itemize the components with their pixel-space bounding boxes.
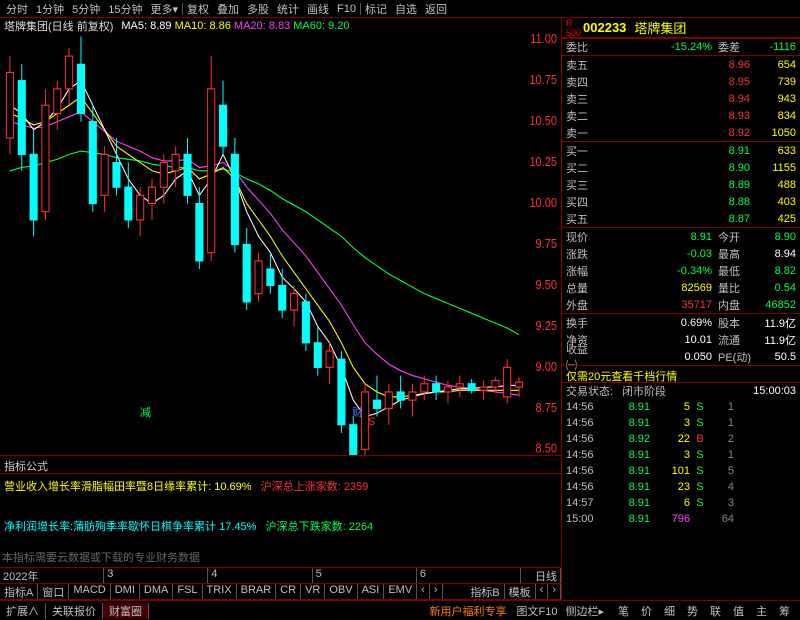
svg-text:9.75: 9.75 <box>536 237 558 251</box>
orderbook-row: 卖二8.93834 <box>562 107 800 124</box>
orderbook-row: 买五8.87425 <box>562 210 800 227</box>
indicator-tab[interactable]: ASI <box>358 584 385 599</box>
top-toolbar: 分时1分钟5分钟15分钟更多▾复权叠加多股统计画线F10标记自选返回 <box>0 0 800 18</box>
orderbook-row: 买四8.88403 <box>562 193 800 210</box>
toolbar-item[interactable]: 5分钟 <box>68 1 104 17</box>
toolbar-item[interactable]: 统计 <box>273 1 303 17</box>
orderbook-row: 卖三8.94943 <box>562 90 800 107</box>
indicator-tabs: 指标A窗口MACDDMIDMAFSLTRIXBRARCRVROBVASIEMV‹… <box>0 584 561 600</box>
commission-row: 委比-15.24% 委差-1116 <box>562 38 800 55</box>
tick-row: 14:568.9123S4 <box>562 479 800 495</box>
stock-header: R500 002233 塔牌集团 <box>562 18 800 38</box>
svg-text:11.00: 11.00 <box>530 34 557 46</box>
quote-row: 总量82569量比0.54 <box>562 279 800 296</box>
quote-row: 现价8.91今开8.90 <box>562 228 800 245</box>
quote-row: 外盘35717内盘46852 <box>562 296 800 313</box>
tick-row: 14:568.915S1 <box>562 399 800 415</box>
chart-title: 塔牌集团(日线 前复权) <box>4 18 113 34</box>
bottom-bar: 扩展∧关联报价财富圈 新用户福利专享 图文F10侧边栏▸ 笔价细势联值主筹 <box>0 600 800 620</box>
toolbar-item[interactable]: 更多▾ <box>147 1 183 17</box>
bottom-btn[interactable]: 笔 <box>612 603 635 619</box>
promo-banner[interactable]: 仅需20元查看千档行情 <box>562 365 800 382</box>
tick-list: 14:568.915S114:568.913S114:568.9222B214:… <box>562 399 800 600</box>
tick-row: 14:578.916S3 <box>562 495 800 511</box>
indicator-tab[interactable]: ‹ <box>536 584 549 599</box>
tick-row: 14:568.913S1 <box>562 415 800 431</box>
svg-text:10.75: 10.75 <box>529 73 557 87</box>
toolbar-item[interactable]: 标记 <box>361 1 391 17</box>
bottom-btn[interactable]: 主 <box>750 603 773 619</box>
indicator-tab[interactable]: 窗口 <box>38 584 69 599</box>
bottom-tab[interactable]: 关联报价 <box>46 603 103 619</box>
stock-code: 002233 <box>583 20 626 35</box>
toolbar-item[interactable]: 画线 <box>303 1 333 17</box>
orderbook-row: 买二8.901155 <box>562 159 800 176</box>
orderbook-row: 卖四8.95739 <box>562 73 800 90</box>
quote-row: 涨幅-0.34%最低8.82 <box>562 262 800 279</box>
bottom-tab[interactable]: 扩展∧ <box>0 603 46 619</box>
bottom-btn[interactable]: 细 <box>658 603 681 619</box>
bottom-btn[interactable]: 势 <box>681 603 704 619</box>
svg-text:9.25: 9.25 <box>536 319 558 333</box>
quote-row: 换手0.69%股本11.9亿 <box>562 314 800 331</box>
indicator-tab[interactable]: DMA <box>140 584 173 599</box>
quote-row: 收益㈠0.050PE(动)50.5 <box>562 348 800 365</box>
toolbar-item[interactable]: 叠加 <box>213 1 243 17</box>
tick-row: 14:568.91101S5 <box>562 463 800 479</box>
indicator-tab[interactable]: TRIX <box>203 584 237 599</box>
indicator-tab[interactable]: 指标A <box>0 584 38 599</box>
indicator-tab[interactable]: 指标B <box>466 584 504 599</box>
tick-row: 14:568.913S1 <box>562 447 800 463</box>
indicator-tab[interactable]: BRAR <box>237 584 277 599</box>
toolbar-item[interactable]: 分时 <box>2 1 32 17</box>
toolbar-item[interactable]: 复权 <box>183 1 213 17</box>
bottom-btn[interactable]: 值 <box>727 603 750 619</box>
indicator-tab[interactable]: VR <box>301 584 325 599</box>
bottom-btn[interactable]: 价 <box>635 603 658 619</box>
svg-text:8.50: 8.50 <box>536 442 558 455</box>
svg-text:10.50: 10.50 <box>529 114 557 128</box>
chart-header: 塔牌集团(日线 前复权) MA5: 8.89 MA10: 8.86 MA20: … <box>0 18 561 34</box>
indicator-tab[interactable]: EMV <box>384 584 417 599</box>
toolbar-item[interactable]: 多股 <box>243 1 273 17</box>
indicator-tab[interactable]: MACD <box>69 584 110 599</box>
stock-name: 塔牌集团 <box>634 18 686 37</box>
bottom-btn[interactable]: 联 <box>704 603 727 619</box>
bottom-tab[interactable]: 财富圈 <box>103 603 149 619</box>
indicator-header: 指标公式 <box>0 456 561 474</box>
orderbook-row: 买三8.89488 <box>562 176 800 193</box>
orderbook-row: 卖五8.96654 <box>562 56 800 73</box>
tick-row: 15:008.9179664 <box>562 511 800 527</box>
kline-chart[interactable]: 11.00 10.75 10.50 10.25 10.00 9.75 9.50 9.25 9.0… <box>0 34 561 456</box>
indicator-tab[interactable]: ‹ <box>417 584 430 599</box>
svg-text:10.25: 10.25 <box>529 155 557 169</box>
svg-text:8.75: 8.75 <box>536 401 558 415</box>
toolbar-item[interactable]: 自选 <box>391 1 421 17</box>
tick-row: 14:568.9222B2 <box>562 431 800 447</box>
indicator-tab[interactable]: DMI <box>111 584 140 599</box>
promo-text[interactable]: 新用户福利专享 <box>424 603 513 619</box>
timeline: 2022年3456日线 <box>0 568 561 584</box>
indicator-tab[interactable]: › <box>548 584 561 599</box>
bottom-btn[interactable]: 筹 <box>773 603 796 619</box>
svg-text:9.00: 9.00 <box>536 360 558 374</box>
svg-text:←11.02: ←11.02 <box>70 34 104 37</box>
svg-text:9.50: 9.50 <box>536 278 558 292</box>
orderbook-row: 卖一8.921050 <box>562 124 800 141</box>
indicator-tab[interactable]: 模板 <box>505 584 536 599</box>
indicator-tab[interactable]: FSL <box>173 584 202 599</box>
toolbar-item[interactable]: 返回 <box>421 1 451 17</box>
indicator-tab[interactable]: › <box>430 584 443 599</box>
orderbook-row: 买一8.91633 <box>562 142 800 159</box>
svg-text:10.00: 10.00 <box>529 196 557 210</box>
indicator-tab[interactable]: OBV <box>325 584 357 599</box>
toolbar-item[interactable]: 1分钟 <box>32 1 68 17</box>
quote-row: 涨跌-0.03最高8.94 <box>562 245 800 262</box>
trade-status: 交易状态:闭市阶段 15:00:03 <box>562 382 800 399</box>
toolbar-item[interactable]: F10 <box>333 3 360 15</box>
toolbar-item[interactable]: 15分钟 <box>104 1 146 17</box>
indicator-panel: 营业收入增长率滑脂幅田率暨8日缘率累计: 10.69% 沪深总上涨家数: 235… <box>0 474 561 568</box>
indicator-tab[interactable]: CR <box>276 584 301 599</box>
